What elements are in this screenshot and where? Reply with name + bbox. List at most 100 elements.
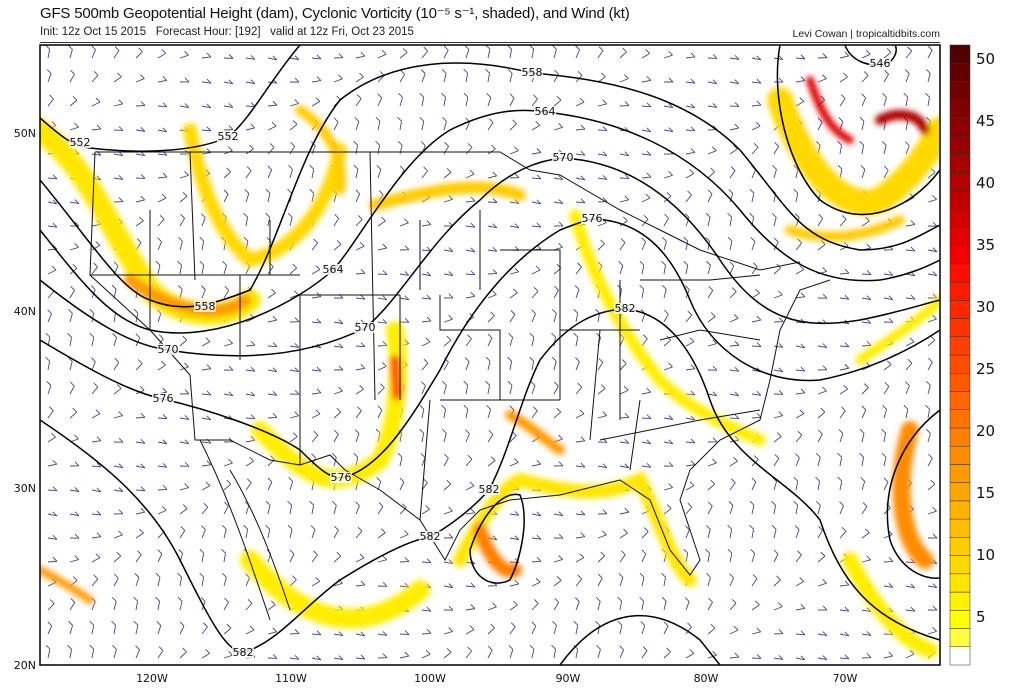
wind-barb xyxy=(421,381,426,395)
wind-barb xyxy=(486,93,492,107)
credit: Levi Cowan | tropicaltidbits.com xyxy=(792,28,940,40)
wind-barb xyxy=(223,391,234,397)
wind-barb xyxy=(927,45,933,59)
wind-barb xyxy=(157,549,163,563)
wind-barb xyxy=(861,216,870,227)
wind-barb xyxy=(531,511,542,517)
wind-barb xyxy=(751,262,758,275)
wind-barb xyxy=(509,173,520,179)
wind-barb xyxy=(179,483,189,491)
wind-barb xyxy=(861,270,872,276)
wind-barb xyxy=(597,463,608,469)
colorbar-tick: 15 xyxy=(976,484,995,502)
wind-barb xyxy=(839,654,850,660)
wind-barb xyxy=(354,117,360,131)
wind-barb xyxy=(223,501,229,515)
wind-barb xyxy=(751,121,761,131)
wind-barb xyxy=(685,525,690,539)
wind-barb xyxy=(793,476,799,491)
wind-barb xyxy=(223,146,233,155)
wind-barb xyxy=(375,428,381,443)
wind-barb xyxy=(311,318,322,324)
wind-barb xyxy=(817,551,826,563)
wind-barb xyxy=(179,103,190,109)
wind-barb xyxy=(333,386,343,395)
wind-barb xyxy=(267,390,278,396)
wind-barb xyxy=(529,356,535,371)
wind-barb xyxy=(619,645,625,659)
wind-barb xyxy=(179,415,190,420)
wind-barb xyxy=(927,479,936,491)
wind-barb xyxy=(201,103,212,109)
wind-barb xyxy=(157,462,168,468)
wind-barb xyxy=(596,645,601,659)
wind-barb xyxy=(575,71,583,83)
wind-barb xyxy=(112,645,117,659)
wind-barb xyxy=(179,621,185,635)
wind-barb xyxy=(861,555,872,563)
wind-barb xyxy=(861,295,872,301)
lat-label: 50N xyxy=(14,127,36,140)
wind-barb xyxy=(903,92,909,107)
wind-barb xyxy=(421,220,432,227)
wind-barb xyxy=(179,389,190,395)
wind-barb xyxy=(706,573,711,587)
wind-barb xyxy=(265,188,271,203)
wind-barb xyxy=(421,166,428,179)
colorbar-bin xyxy=(949,573,971,593)
wind-barb xyxy=(904,141,910,155)
wind-barb xyxy=(529,644,535,659)
wind-barb xyxy=(311,409,321,419)
wind-barb xyxy=(157,439,168,445)
wind-barb xyxy=(135,412,146,419)
colorbar-bin xyxy=(949,628,971,648)
wind-barb xyxy=(881,428,887,443)
wind-barb xyxy=(69,285,75,299)
wind-barb xyxy=(839,606,850,612)
wind-barb xyxy=(267,100,278,107)
wind-barb xyxy=(179,335,188,347)
colorbar-tick: 30 xyxy=(976,298,995,316)
wind-barb xyxy=(685,415,696,421)
wind-barb xyxy=(177,284,183,299)
wind-barb xyxy=(289,629,300,635)
wind-barb xyxy=(883,557,894,563)
wind-barb xyxy=(905,358,913,371)
wind-barb xyxy=(795,292,806,299)
wind-barb xyxy=(729,456,738,467)
wind-barb xyxy=(311,54,322,60)
wind-barb xyxy=(817,578,827,587)
wind-barb xyxy=(574,597,580,611)
wind-barb xyxy=(795,366,806,372)
wind-barb xyxy=(289,99,299,107)
wind-barb xyxy=(245,55,256,60)
wind-barb xyxy=(156,309,162,323)
wind-barb xyxy=(685,460,696,467)
wind-barb xyxy=(289,55,300,61)
wind-barb xyxy=(727,548,733,563)
init-info: Init: 12z Oct 15 2015 Forecast Hour: [19… xyxy=(40,26,414,38)
wind-barb xyxy=(839,384,848,395)
wind-barb xyxy=(333,407,342,419)
wind-barb xyxy=(67,356,73,371)
lon-label: 70W xyxy=(833,672,858,685)
wind-barb xyxy=(773,141,779,155)
wind-barb xyxy=(773,629,784,635)
wind-barb xyxy=(377,528,386,539)
wind-barb xyxy=(597,72,606,83)
wind-barb xyxy=(663,127,674,133)
colorbar-bin xyxy=(949,62,971,82)
wind-barb xyxy=(113,72,122,83)
wind-barb xyxy=(463,68,469,83)
wind-barb xyxy=(707,650,717,659)
wind-barb xyxy=(729,55,740,60)
wind-barb xyxy=(157,215,165,227)
wind-barb xyxy=(399,557,410,563)
colorbar-tick: 50 xyxy=(976,50,995,68)
wind-barb xyxy=(531,534,542,540)
wind-barb xyxy=(421,246,432,252)
wind-barb xyxy=(201,649,211,659)
wind-barb xyxy=(641,127,652,133)
wind-barb xyxy=(311,388,322,395)
wind-barb xyxy=(707,458,717,467)
